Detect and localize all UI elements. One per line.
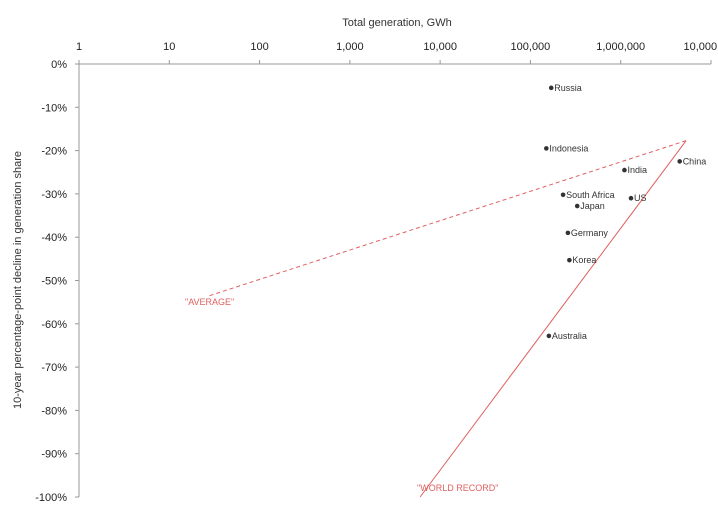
plot-area: 1 10 100 1,000 10,000 100,000 1,000,000 10,000,…	[35, 41, 718, 504]
point-label-china: China	[683, 156, 707, 166]
average-label: "AVERAGE"	[185, 297, 234, 307]
data-point-us	[628, 195, 634, 201]
point-label-us: US	[634, 193, 647, 203]
y-tick-label: 0%	[51, 59, 67, 71]
x-tick-label: 100,000	[511, 41, 551, 53]
y-tick-label: -80%	[41, 405, 67, 417]
point-label-south-africa: South Africa	[566, 190, 615, 200]
y-tick-label: -20%	[41, 146, 67, 158]
data-point-japan	[574, 203, 580, 209]
x-tick-label: 1	[76, 41, 82, 53]
world-record-line	[419, 140, 687, 498]
data-point-russia	[548, 85, 554, 91]
x-tick-label: 10,000	[423, 41, 457, 53]
point-label-australia: Australia	[552, 331, 587, 341]
y-tick-label: -50%	[41, 276, 67, 288]
y-tick-label: -10%	[41, 102, 67, 114]
point-label-indonesia: Indonesia	[549, 143, 588, 153]
x-tick-label: 1,000	[336, 41, 364, 53]
x-tick-label: 10	[163, 41, 175, 53]
data-point-indonesia	[544, 146, 549, 151]
y-tick-label: -70%	[41, 362, 67, 374]
data-point-china	[677, 159, 682, 164]
data-point-india	[622, 167, 627, 173]
x-tick-label: 100	[250, 41, 268, 53]
data-point-south-africa	[560, 192, 566, 198]
data-point-korea	[567, 257, 572, 263]
point-label-korea: Korea	[572, 255, 596, 265]
point-label-japan: Japan	[580, 201, 605, 211]
y-tick-label: -100%	[35, 492, 67, 504]
y-axis-title: 10-year percentage-point decline in gene…	[12, 151, 24, 409]
y-tick-label: -60%	[41, 319, 67, 331]
world-record-label: "WORLD RECORD"	[417, 483, 498, 493]
data-point-germany	[565, 230, 571, 236]
point-label-india: India	[627, 165, 647, 175]
point-label-germany: Germany	[571, 228, 609, 238]
y-tick-label: -90%	[41, 449, 67, 461]
y-tick-label: -30%	[41, 189, 67, 201]
x-tick-label: 10,000,000	[683, 41, 718, 53]
data-point-australia	[546, 333, 552, 339]
average-line	[209, 140, 687, 297]
x-tick-label: 1,000,000	[596, 41, 645, 53]
y-tick-label: -40%	[41, 232, 67, 244]
x-axis-title: Total generation, GWh	[342, 17, 451, 29]
point-label-russia: Russia	[554, 83, 582, 93]
